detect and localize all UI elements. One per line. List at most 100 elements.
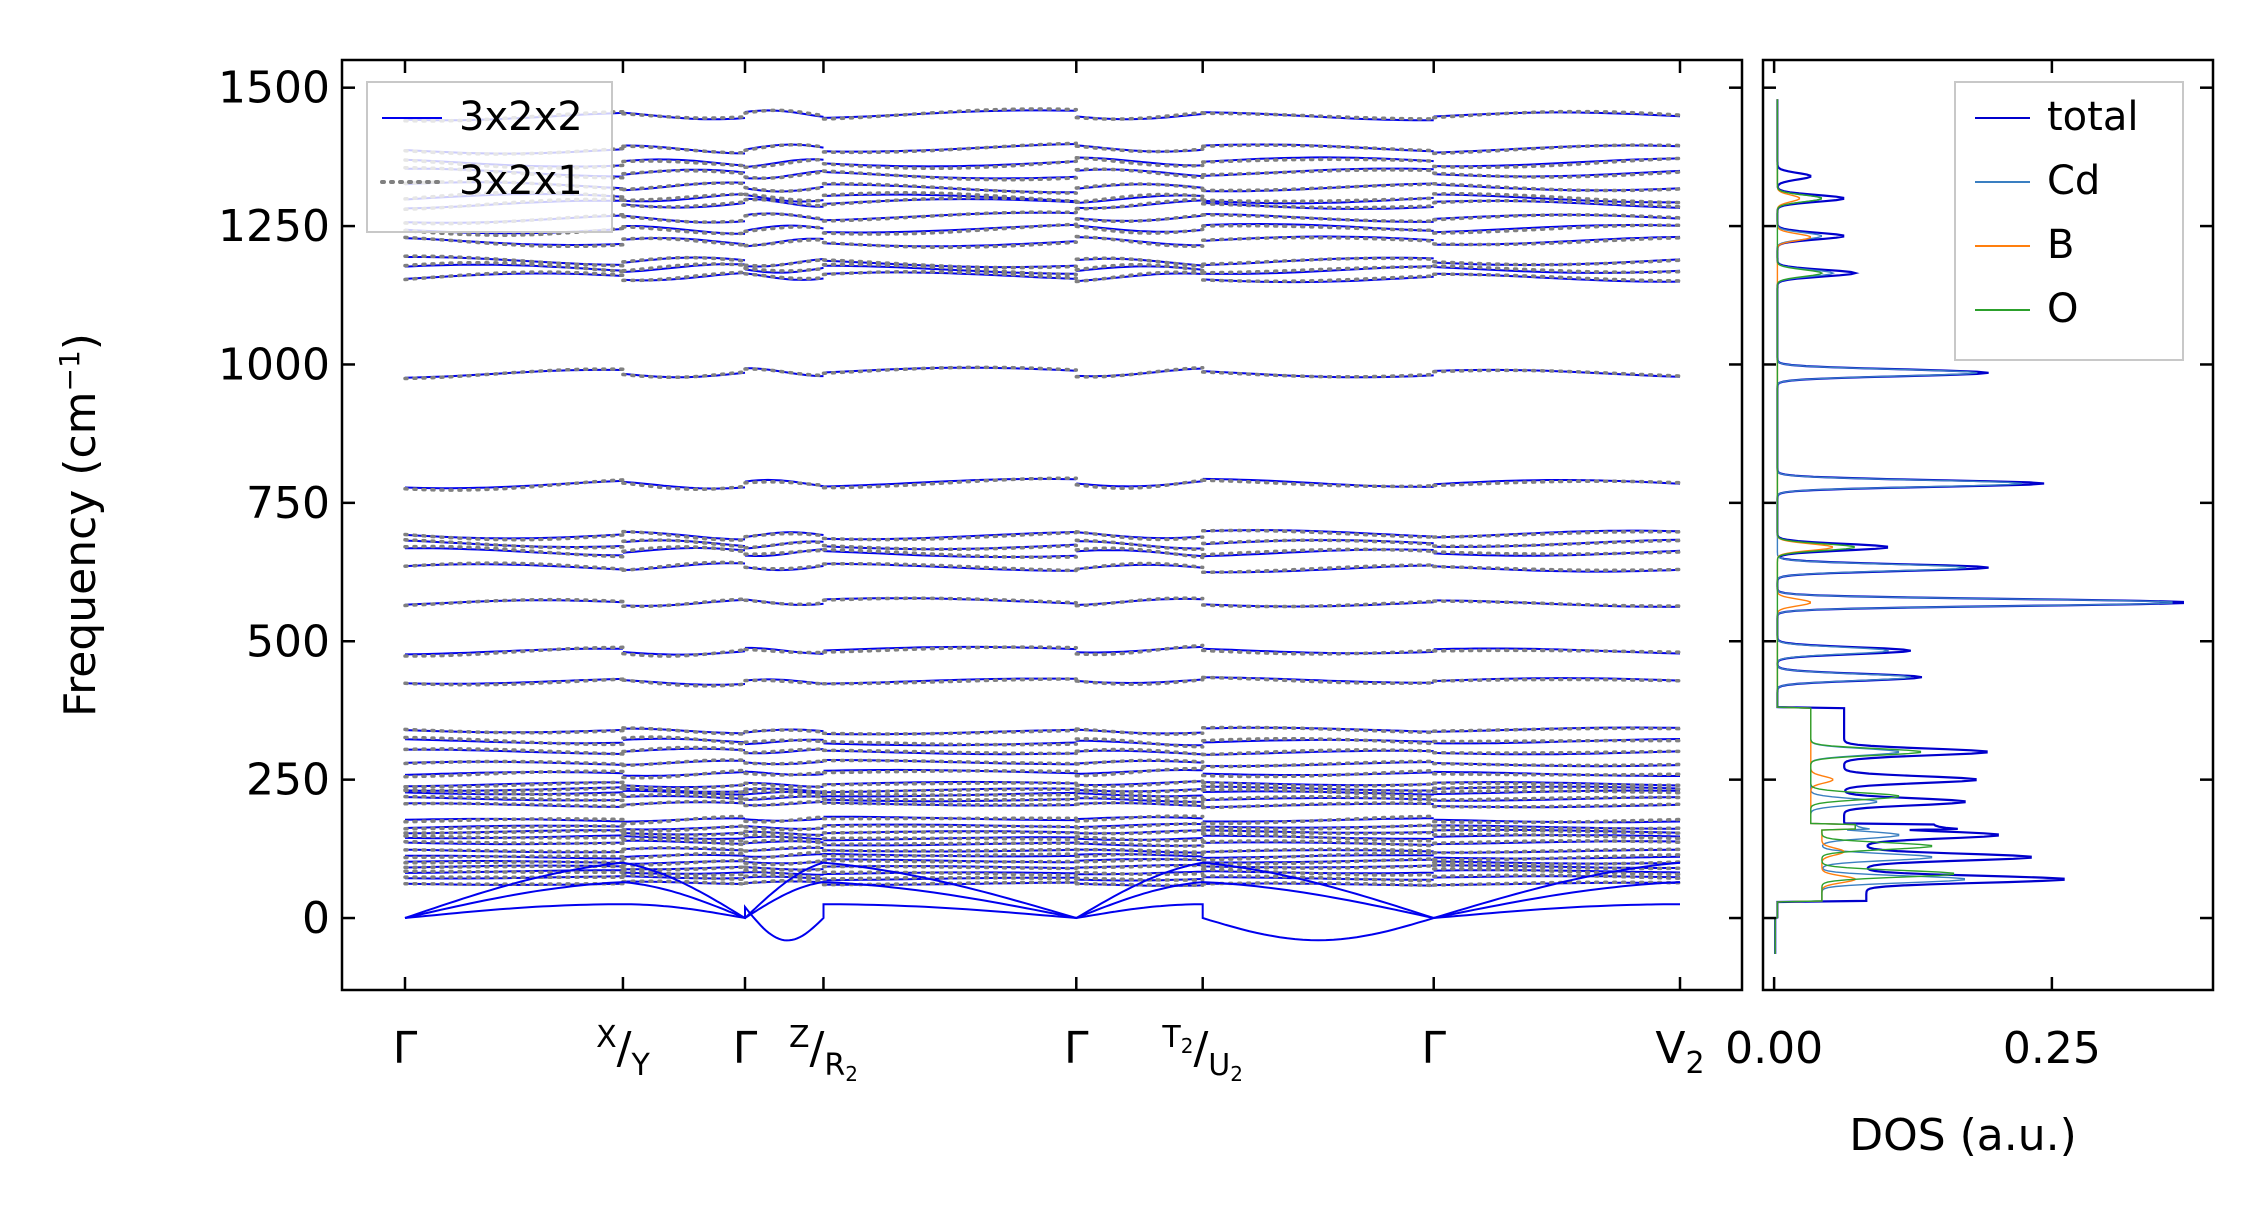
band-3x2x1-line (403, 821, 1682, 833)
y-tick-label: 0 (302, 893, 330, 944)
band-3x2x1-line (403, 850, 1682, 862)
y-tick-label: 1000 (218, 339, 330, 390)
x-tick-label-main: Γ (393, 1023, 418, 1074)
band-3x2x1-line (403, 867, 1682, 879)
band-3x2x1-line (403, 735, 1682, 749)
x-tick-label-main: Γ (1421, 1023, 1446, 1074)
x-tick-label-left: X (596, 1020, 617, 1055)
band-3x2x1-line (403, 234, 1682, 250)
band-3x2x1-line (403, 745, 1682, 757)
band-3x2x1-line (403, 365, 1682, 381)
band-3x2x1-line (403, 799, 1682, 810)
x-tick-label-sep: / (1193, 1023, 1208, 1074)
x-tick-label: Z/R2 (789, 1020, 858, 1086)
x-axis-ticks: Γ X/Y Γ Z/R2 Γ T2/U2 Γ V2 (393, 60, 1705, 1086)
dos-legend: total Cd BO (1954, 81, 2184, 361)
band-3x2x1-line (403, 828, 1682, 838)
band-3x2x1-line (403, 832, 1682, 843)
band-3x2x1-line (403, 766, 1682, 780)
dos-x-tick-label: 0.25 (2003, 1023, 2101, 1074)
band-3x2x1-line (403, 538, 1682, 552)
x-tick-label-sep: / (810, 1023, 825, 1074)
y-tick-label: 750 (246, 478, 330, 529)
dos-curve-o (1774, 99, 1955, 954)
x-tick-label-sub: 2 (1686, 1046, 1705, 1081)
dos-x-ticks: 0.00 0.25 (1725, 60, 2101, 1074)
band-3x2x1-line (403, 814, 1682, 826)
x-tick-label: T2/U2 (1161, 1020, 1243, 1086)
band-3x2x1-line (403, 845, 1682, 855)
band-3x2x1-line (403, 787, 1682, 800)
band-3x2x1-line (403, 863, 1682, 873)
dos-x-axis-label: DOS (a.u.) (1849, 1110, 2077, 1161)
phonon-bands-3x2x1 (403, 107, 1682, 888)
y-tick-label: 1500 (218, 63, 330, 114)
x-tick-label: V2 (1655, 1023, 1704, 1081)
band-3x2x1-line (403, 837, 1682, 848)
band-3x2x1-line (403, 792, 1682, 805)
band-3x2x1-line (403, 643, 1682, 658)
dos-legend-box (1954, 81, 2184, 361)
band-3x2x1-line (403, 725, 1682, 736)
band-3x2x1-line (403, 269, 1682, 284)
band-legend: 3x2x2 3x2x1 (366, 81, 613, 233)
band-3x2x1-line (403, 222, 1682, 237)
acoustic-branch-line (404, 903, 1680, 942)
x-tick-label-sep: / (617, 1023, 632, 1074)
band-3x2x1-line (403, 528, 1682, 542)
band-3x2x1-line (403, 476, 1682, 492)
band-legend-box (366, 81, 613, 233)
dos-curves (1774, 99, 2184, 954)
x-tick-label-left: T (1161, 1020, 1181, 1055)
band-3x2x1-line (403, 857, 1682, 867)
band-3x2x2-line (404, 222, 1681, 235)
band-3x2x1-line (403, 544, 1682, 560)
dos-x-tick-label: 0.00 (1725, 1023, 1823, 1074)
band-3x2x1-line (403, 784, 1682, 795)
y-axis-ticks: 0 250 500 750 1000 1250 1500 (218, 63, 1742, 944)
band-3x2x1-line (403, 675, 1682, 688)
legend-label-3x2x2: 3x2x2 (459, 94, 583, 140)
y-axis-label: Frequency (cm−1) (53, 333, 106, 717)
band-3x2x1-line (403, 873, 1682, 883)
x-tick-label-left: Z (789, 1020, 810, 1055)
dos-legend-label-cd: Cd (2047, 158, 2100, 204)
acoustic-branches (404, 861, 1681, 942)
dos-y-ticks (1763, 86, 2213, 920)
y-tick-label: 250 (246, 755, 330, 806)
x-tick-label-right: U (1208, 1048, 1230, 1083)
band-3x2x1-line (403, 560, 1682, 574)
x-tick-label-sub: 2 (1230, 1062, 1243, 1086)
band-3x2x1-line (403, 779, 1682, 791)
dos-panel: 0.00 0.25 DOS (a.u.) total Cd BO (1725, 58, 2215, 1161)
x-tick-label-main: Γ (733, 1023, 758, 1074)
x-tick-label: Γ (1064, 1023, 1089, 1074)
band-3x2x1-line (403, 260, 1682, 277)
dos-legend-label-o: O (2047, 286, 2078, 332)
x-tick-label: Γ (733, 1023, 758, 1074)
legend-label-3x2x1: 3x2x1 (459, 158, 583, 204)
dos-plot-frame (1761, 58, 2215, 992)
acoustic-branch-line (404, 881, 1681, 920)
x-tick-label: X/Y (596, 1020, 650, 1083)
band-3x2x1-line (403, 758, 1682, 769)
dos-legend-label-b: B (2047, 222, 2074, 268)
y-tick-label: 500 (246, 616, 330, 667)
x-tick-label: Γ (393, 1023, 418, 1074)
x-tick-label-right: Y (630, 1048, 650, 1083)
x-tick-label: Γ (1421, 1023, 1446, 1074)
band-plot-frame (340, 58, 1744, 992)
x-tick-label-main: Γ (1064, 1023, 1089, 1074)
dos-legend-label-total: total (2047, 94, 2138, 140)
acoustic-branch-line (404, 861, 1681, 920)
x-tick-label-main: V (1655, 1023, 1685, 1074)
x-tick-label-right: R (824, 1048, 845, 1083)
x-tick-label-sub: 2 (1181, 1034, 1194, 1058)
x-tick-label-sub: 2 (845, 1062, 858, 1086)
band-3x2x1-line (403, 254, 1682, 270)
band-3x2x1-line (403, 596, 1682, 609)
y-tick-label: 1250 (218, 201, 330, 252)
